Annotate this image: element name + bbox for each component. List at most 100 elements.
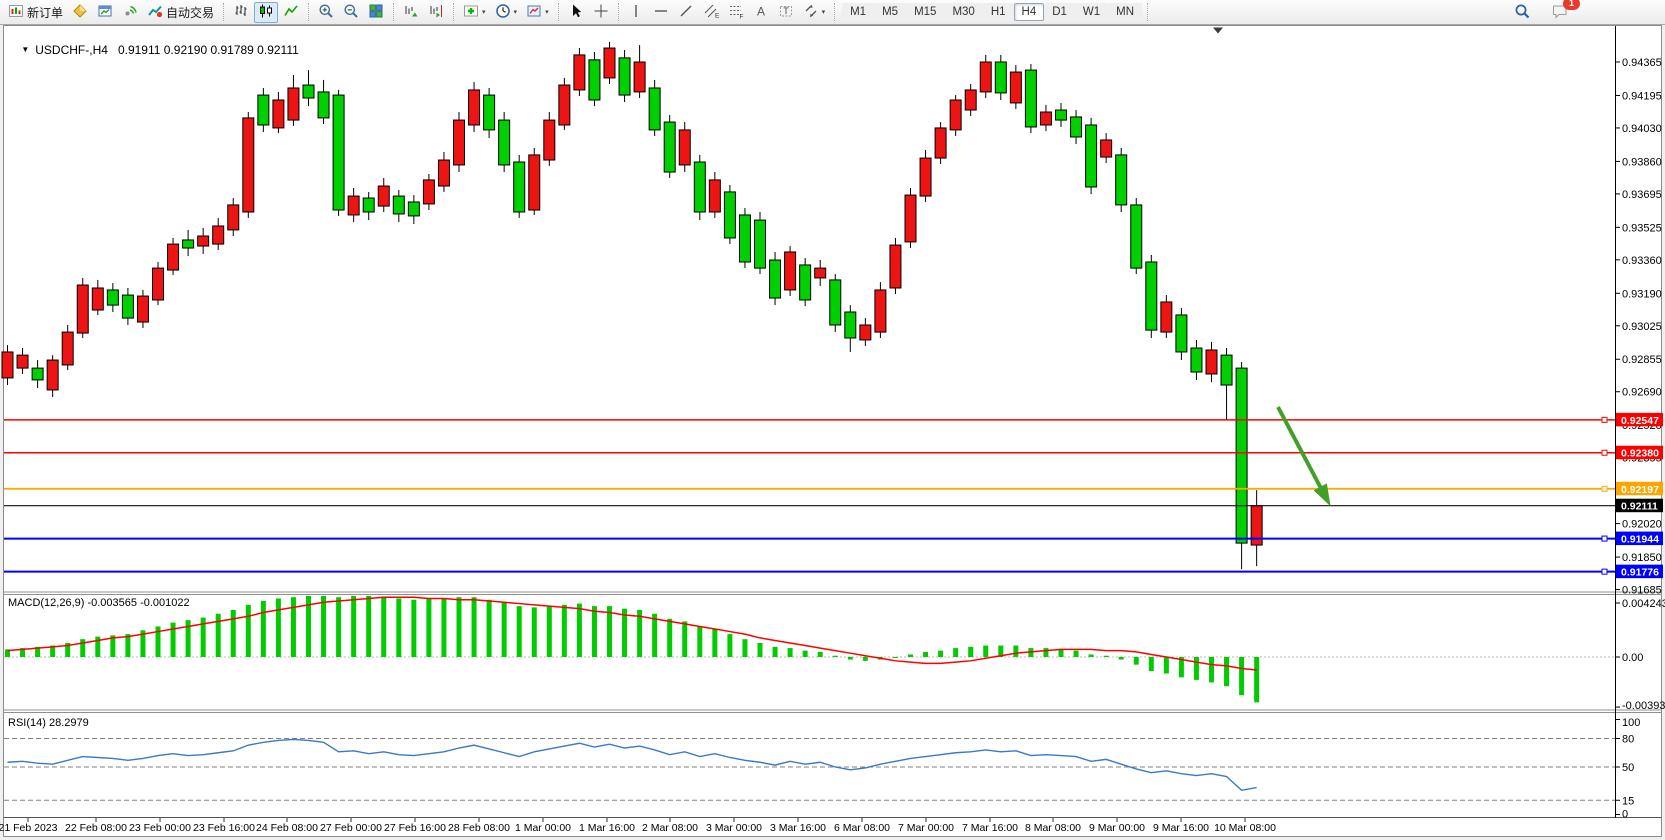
line-handle[interactable] [1601,568,1608,575]
macd-axis-label: -0.003936 [1622,700,1665,712]
zoom-in-button[interactable] [314,2,338,23]
horizontal-line-button[interactable] [649,2,673,23]
rsi-axis-label: 15 [1622,795,1634,807]
auto-scroll-icon [403,3,419,22]
price-line-label-bg [1616,531,1663,546]
candle [769,259,782,299]
tile-windows-button[interactable] [364,2,388,23]
candle [197,235,210,247]
candle [934,127,947,159]
time-axis-label: 10 Mar 08:00 [1214,822,1276,834]
svg-text:A: A [757,4,765,18]
toolbar-separator [1147,3,1149,21]
time-axis-label: 24 Feb 08:00 [256,822,318,834]
timeframe-button-H1[interactable]: H1 [982,3,1014,21]
candle [513,161,526,213]
timeframe-button-MN[interactable]: MN [1108,3,1143,21]
macd-histogram-bar [486,599,492,657]
candle [272,99,285,129]
candle [227,204,240,231]
zoom-out-button[interactable] [339,2,363,23]
templates-button[interactable]: ▾ [522,2,553,23]
candle [814,267,827,279]
notification-badge[interactable]: 1 [1563,0,1580,10]
periods-button[interactable]: ▾ [491,2,522,23]
macd-histogram-bar [1239,657,1245,696]
price-line-label: 0.91776 [1621,567,1659,579]
candlestick-chart-button[interactable] [254,1,279,23]
candle [437,159,450,187]
toolbar-separator [308,3,310,21]
autotrading-button[interactable]: 自动交易 [143,2,218,23]
price-axis-label: 0.92020 [1622,519,1662,531]
new-order-label: 新订单 [27,5,64,20]
timeframe-button-M15[interactable]: M15 [906,3,945,21]
candle [1160,301,1173,333]
candle [317,91,330,119]
candle [1,351,14,379]
bar-chart-button[interactable] [229,2,253,23]
line-chart-icon [283,3,299,22]
macd-signal-line [7,596,1257,671]
timeframe-button-W1[interactable]: W1 [1074,3,1109,21]
crosshair-button[interactable] [589,2,613,23]
candle [392,195,405,215]
text-label-button[interactable]: T [774,2,798,23]
timeframe-button-H4[interactable]: H4 [1013,3,1045,21]
search-button[interactable] [1510,3,1535,24]
chart-shift-icon [428,3,444,22]
chart-shift-button[interactable] [424,2,448,23]
svg-text:F: F [739,13,743,19]
price-axis-label: 0.92690 [1622,387,1662,399]
line-handle[interactable] [1601,416,1608,423]
new-order-button[interactable]: 新订单 [4,2,67,23]
signals-button[interactable] [118,2,142,23]
line-handle[interactable] [1601,449,1608,456]
trendline-button[interactable] [674,2,698,23]
crosshair-icon [593,3,609,22]
chevron-down-icon: ▾ [482,8,486,16]
chart-menu-arrow-icon[interactable]: ▼ [21,45,30,54]
macd-histogram-bar [366,595,372,657]
macd-histogram-bar [110,635,116,657]
line-chart-button[interactable] [279,2,303,23]
timeframe-button-M30[interactable]: M30 [944,3,983,21]
macd-histogram-bar [802,650,808,657]
equidistant-channel-icon: E [703,3,720,22]
text-button[interactable]: A [749,2,773,23]
macd-histogram-bar [260,601,266,657]
profiles-button[interactable] [68,2,92,23]
chart-shift-marker[interactable] [1213,27,1223,34]
macd-histogram-bar [471,597,477,657]
macd-histogram-bar [862,657,868,661]
candle [152,267,164,301]
macd-histogram-bar [998,645,1004,657]
auto-scroll-button[interactable] [399,2,423,23]
line-handle[interactable] [1601,485,1608,492]
timeframe-button-D1[interactable]: D1 [1044,3,1075,21]
arrows-button[interactable]: ▾ [799,2,830,23]
vertical-line-button[interactable] [624,2,648,23]
fibonacci-button[interactable]: F [724,2,748,23]
trend-arrow-head[interactable] [1313,483,1331,507]
macd-histogram-bar [652,613,658,657]
price-axis-label: 0.94195 [1622,90,1662,102]
candle [468,89,481,126]
candle [76,284,89,334]
new-chart-button[interactable] [93,2,117,23]
toolbar-separator [223,3,225,21]
line-handle[interactable] [1601,535,1608,542]
trend-arrow[interactable] [1276,406,1326,495]
cursor-button[interactable] [564,2,588,23]
macd-histogram-bar [531,607,537,657]
channel-button[interactable]: E [699,2,723,23]
price-line-label: 0.91944 [1621,534,1659,546]
timeframe-button-M5[interactable]: M5 [874,3,907,21]
indicators-button[interactable]: ▾ [459,2,490,23]
timeframe-button-M1[interactable]: M1 [842,3,875,21]
candle [723,191,736,239]
candle [889,244,902,289]
chevron-down-icon: ▾ [513,8,518,16]
macd-histogram-bar [1073,650,1079,657]
